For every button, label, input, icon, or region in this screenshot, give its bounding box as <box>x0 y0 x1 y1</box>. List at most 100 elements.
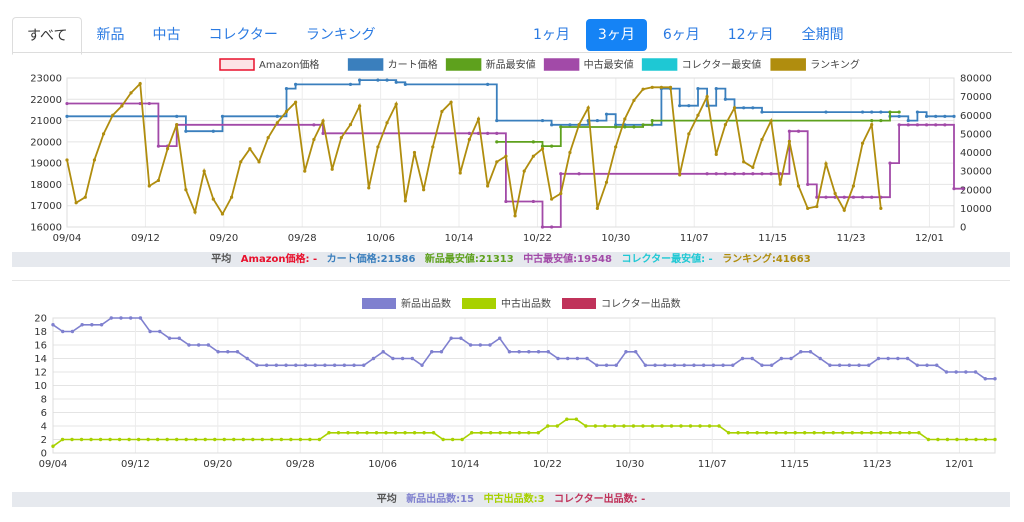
data-point <box>504 199 508 204</box>
x-tick: 11/15 <box>780 459 809 470</box>
data-point <box>641 87 645 91</box>
data-point <box>876 356 881 361</box>
data-point <box>128 316 133 320</box>
tab-all[interactable]: すべて <box>12 17 83 55</box>
data-point <box>643 363 648 367</box>
legend-swatch <box>362 298 396 309</box>
data-point <box>847 363 852 367</box>
data-point <box>842 208 846 212</box>
range-3m[interactable]: 3ヶ月 <box>585 19 647 51</box>
tab-collector[interactable]: コレクター <box>208 27 278 43</box>
data-point <box>787 129 792 133</box>
data-point <box>175 122 179 127</box>
average-cart: カート価格:21586 <box>326 254 416 265</box>
legend-item: コレクター最安値 <box>641 58 762 71</box>
data-point <box>177 336 181 340</box>
data-point <box>595 118 599 123</box>
data-point <box>308 437 312 442</box>
x-tick: 10/30 <box>601 233 630 244</box>
range-all[interactable]: 全期間 <box>801 27 844 43</box>
data-point <box>595 206 599 210</box>
data-point <box>531 154 535 158</box>
range-1m[interactable]: 1ヶ月 <box>533 27 570 43</box>
average-used-offers: 中古出品数:3 <box>483 494 545 505</box>
data-point <box>211 129 215 133</box>
data-point <box>303 169 307 173</box>
data-point <box>394 80 398 84</box>
data-point <box>99 323 104 327</box>
data-point <box>650 424 655 428</box>
data-point <box>98 437 103 442</box>
x-tick: 09/20 <box>209 233 238 244</box>
data-point <box>586 106 590 110</box>
offers-average-bar: 平均 新品出品数:15 中古出品数:3 コレクター出品数: - <box>12 492 1010 507</box>
data-point <box>964 437 969 442</box>
data-point <box>952 114 956 118</box>
data-point <box>822 431 826 435</box>
data-point <box>915 123 920 127</box>
data-point <box>660 424 664 428</box>
data-point <box>346 431 350 435</box>
data-point <box>760 110 764 114</box>
data-point <box>540 225 545 229</box>
data-point <box>376 145 380 149</box>
y-tick-right: 60000 <box>960 111 992 122</box>
data-point <box>663 363 667 367</box>
data-point <box>742 106 746 110</box>
legend-item: 新品最安値 <box>445 58 536 71</box>
range-12m[interactable]: 12ヶ月 <box>727 27 774 43</box>
data-point <box>723 97 727 101</box>
data-point <box>936 437 940 442</box>
data-point <box>867 363 871 367</box>
data-point <box>906 118 910 123</box>
data-point <box>266 136 270 140</box>
data-point <box>943 123 947 127</box>
data-point <box>915 110 920 114</box>
data-point <box>924 114 929 118</box>
data-point <box>550 144 554 148</box>
tab-used[interactable]: 中古 <box>152 27 181 43</box>
data-point <box>688 424 693 428</box>
data-point <box>577 122 581 127</box>
x-tick: 10/14 <box>451 459 480 470</box>
data-point <box>787 139 792 143</box>
data-point <box>348 82 353 86</box>
legend-label: コレクター最安値 <box>682 58 762 71</box>
data-point <box>74 201 78 205</box>
data-point <box>760 172 764 176</box>
y-tick: 16 <box>34 341 47 352</box>
legend-swatch <box>770 58 806 71</box>
data-point <box>559 191 563 196</box>
y-tick-left: 19000 <box>30 159 62 170</box>
offers-chart: 0 2 4 6 8 10 12 14 16 18 20 09/04 09/12 09/20 09/28 10/… <box>34 297 997 470</box>
data-point <box>313 363 317 367</box>
data-point <box>769 363 774 367</box>
data-point <box>312 137 316 142</box>
legend-label: コレクター出品数 <box>601 297 681 310</box>
data-point <box>147 101 151 106</box>
data-point <box>275 121 279 125</box>
data-point <box>717 424 721 428</box>
data-point <box>824 195 828 199</box>
data-point <box>742 172 746 176</box>
data-point <box>961 187 965 191</box>
data-point <box>705 172 709 176</box>
data-point <box>384 431 388 435</box>
y-tick: 2 <box>41 435 47 446</box>
average-new-offers: 新品出品数:15 <box>406 494 475 505</box>
data-point <box>460 437 464 442</box>
range-6m[interactable]: 6ヶ月 <box>662 27 700 43</box>
data-point <box>440 109 444 114</box>
data-point <box>119 316 123 320</box>
data-point <box>924 123 929 127</box>
data-point <box>935 363 939 367</box>
data-point <box>721 363 725 367</box>
data-point <box>498 431 502 435</box>
tab-new[interactable]: 新品 <box>96 27 125 43</box>
data-point <box>367 186 371 190</box>
legend-item: カート価格 <box>347 58 438 71</box>
tab-ranking[interactable]: ランキング <box>305 27 376 43</box>
data-point <box>488 343 492 347</box>
data-point <box>527 350 531 354</box>
average-collector-offers: コレクター出品数: - <box>554 494 646 505</box>
